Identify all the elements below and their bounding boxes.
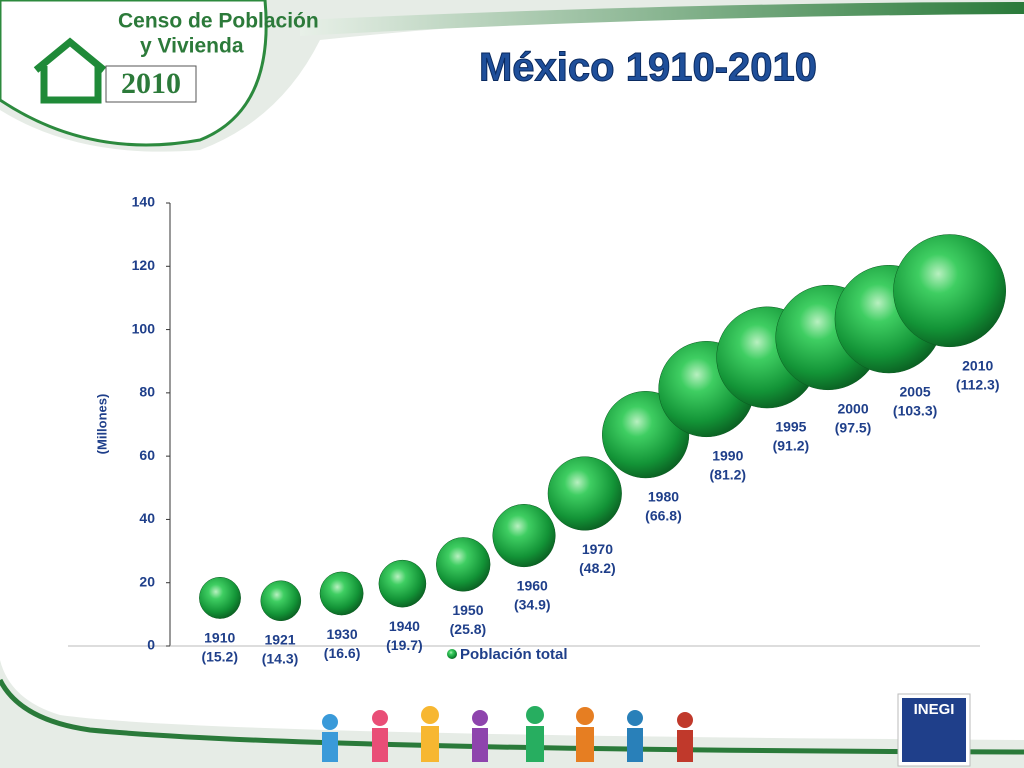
value-label: (14.3) <box>262 650 299 666</box>
bubble <box>547 456 622 531</box>
header-year: 2010 <box>121 67 181 100</box>
value-label: (48.2) <box>579 560 616 576</box>
bubble <box>893 234 1007 348</box>
y-tick-label: 140 <box>132 194 156 210</box>
value-label: (103.3) <box>893 403 937 419</box>
value-label: (66.8) <box>645 508 682 524</box>
bubble <box>492 504 556 568</box>
category-label: 1950 <box>452 602 483 618</box>
bubble <box>260 580 302 622</box>
y-axis-label: (Millones) <box>94 394 109 455</box>
value-label: (91.2) <box>773 438 810 454</box>
inegi-logo <box>902 698 966 762</box>
bubble <box>199 576 241 619</box>
category-label: 2010 <box>962 358 993 374</box>
legend-label: Población total <box>460 646 568 663</box>
footer-stripe <box>0 678 1024 755</box>
value-label: (16.6) <box>324 645 361 661</box>
y-tick-label: 20 <box>139 573 155 589</box>
category-label: 1960 <box>517 578 548 594</box>
category-label: 2000 <box>837 401 868 417</box>
value-label: (97.5) <box>835 420 872 436</box>
chart-title: México 1910-2010 <box>479 46 817 90</box>
legend-swatch <box>447 649 457 659</box>
category-label: 1921 <box>264 631 295 647</box>
y-tick-label: 120 <box>132 257 156 273</box>
header-stripe <box>300 2 1024 36</box>
category-label: 1970 <box>582 541 613 557</box>
value-label: (25.8) <box>450 621 487 637</box>
y-tick-label: 80 <box>139 384 155 400</box>
category-label: 2005 <box>900 384 931 400</box>
people-illustration <box>322 706 693 762</box>
value-label: (81.2) <box>710 467 747 483</box>
category-label: 1940 <box>389 618 420 634</box>
inegi-label: INEGI <box>914 701 955 718</box>
year-box <box>105 65 197 103</box>
house-icon <box>33 37 107 104</box>
category-label: 1980 <box>648 489 679 505</box>
category-label: 1990 <box>712 448 743 464</box>
header-line2: y Vivienda <box>140 35 244 58</box>
y-tick-label: 40 <box>139 510 155 526</box>
category-label: 1910 <box>204 629 235 645</box>
value-label: (15.2) <box>201 648 238 664</box>
value-label: (34.9) <box>514 597 551 613</box>
bubble <box>378 559 427 608</box>
y-tick-label: 100 <box>132 320 156 336</box>
value-label: (112.3) <box>956 377 1000 393</box>
bubble <box>436 537 491 592</box>
y-tick-label: 60 <box>139 447 155 463</box>
bubble <box>319 571 364 616</box>
category-label: 1995 <box>775 419 806 435</box>
value-label: (19.7) <box>386 637 423 653</box>
y-tick-label: 0 <box>147 637 155 653</box>
category-label: 1930 <box>326 626 357 642</box>
header-line1: Censo de Población <box>118 10 319 33</box>
